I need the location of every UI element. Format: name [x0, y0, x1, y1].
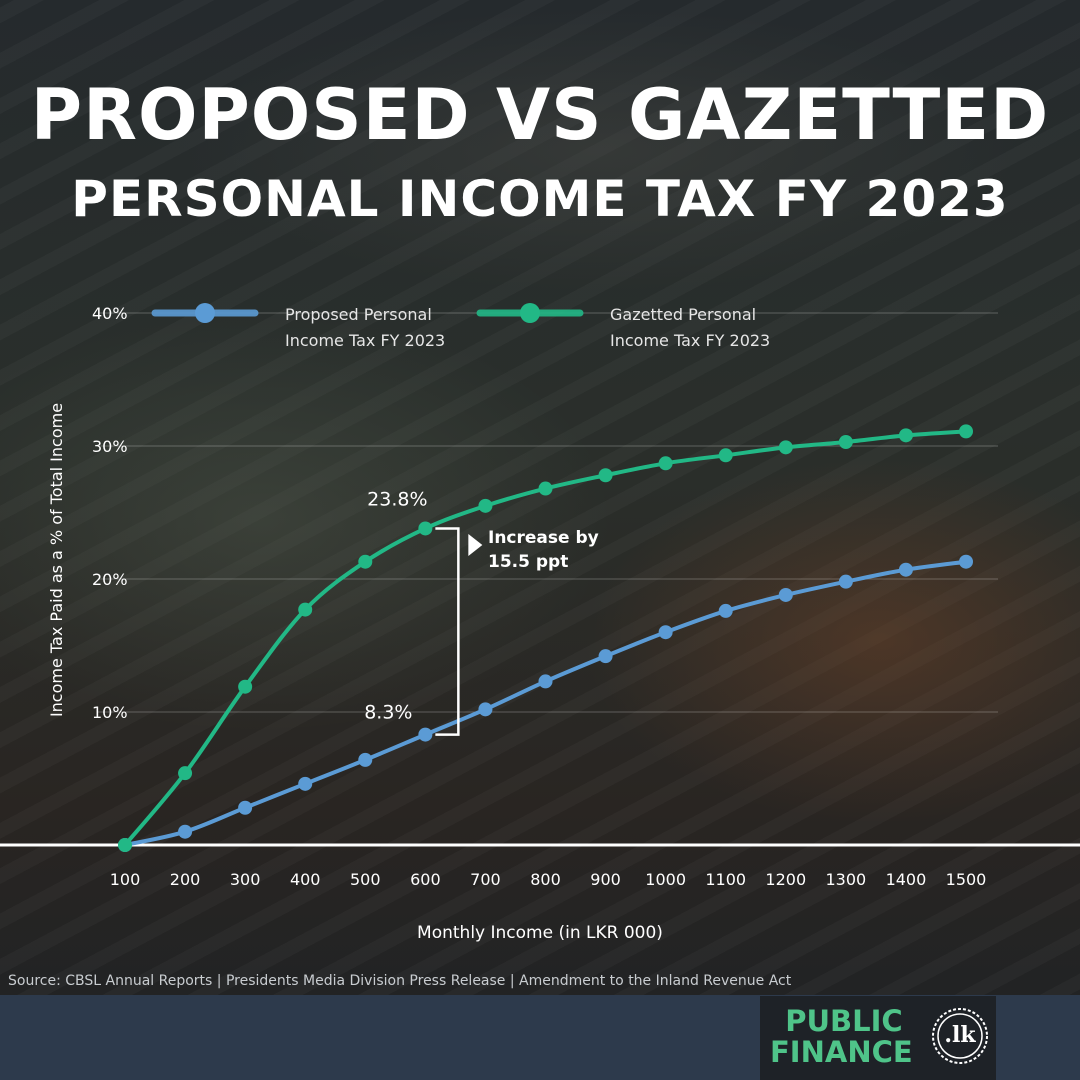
- x-tick-label: 1400: [886, 870, 927, 889]
- legend-label: Proposed Personal: [285, 305, 432, 324]
- legend-label: Income Tax FY 2023: [610, 331, 770, 350]
- data-point-proposed: [178, 824, 193, 839]
- public-finance-logo: PUBLIC FINANCE .lk: [760, 996, 996, 1080]
- series-line-proposed: [123, 559, 968, 847]
- data-point-proposed: [838, 574, 853, 589]
- data-point-gazetted: [298, 602, 313, 617]
- y-tick-label: 10%: [92, 703, 128, 722]
- legend-marker-gazetted: [520, 303, 540, 323]
- data-point-gazetted: [778, 440, 793, 455]
- x-tick-label: 900: [590, 870, 621, 889]
- logo-line-1: PUBLIC: [785, 1004, 903, 1038]
- x-tick-label: 100: [110, 870, 141, 889]
- logo-badge-icon: .lk: [930, 1006, 990, 1066]
- x-tick-label: 200: [170, 870, 201, 889]
- x-tick-label: 600: [410, 870, 441, 889]
- x-tick-label: 1500: [946, 870, 987, 889]
- annotation-bracket: [435, 527, 460, 736]
- data-point-proposed: [718, 603, 733, 618]
- annotation-high-label: 23.8%: [367, 488, 427, 510]
- y-tick-label: 20%: [92, 570, 128, 589]
- x-tick-label: 1000: [645, 870, 686, 889]
- title-line-1: PROPOSED VS GAZETTED: [30, 74, 1050, 156]
- data-point-proposed: [538, 674, 553, 689]
- y-tick-label: 40%: [92, 304, 128, 323]
- source-note: Source: CBSL Annual Reports | Presidents…: [8, 973, 792, 989]
- data-point-proposed: [418, 727, 433, 742]
- data-point-proposed: [898, 562, 913, 577]
- data-point-proposed: [238, 800, 253, 815]
- logo-line-2: FINANCE: [770, 1035, 913, 1069]
- data-point-gazetted: [358, 554, 373, 569]
- x-tick-label: 1100: [705, 870, 746, 889]
- data-point-gazetted: [178, 766, 193, 781]
- x-tick-label: 400: [290, 870, 321, 889]
- data-point-proposed: [358, 752, 373, 767]
- annotation-low-label: 8.3%: [364, 702, 412, 724]
- title-line-2: PERSONAL INCOME TAX FY 2023: [71, 170, 1009, 228]
- x-tick-label: 500: [350, 870, 381, 889]
- data-point-gazetted: [538, 481, 553, 496]
- data-point-gazetted: [478, 498, 493, 513]
- x-axis-title: Monthly Income (in LKR 000): [417, 923, 663, 943]
- data-point-gazetted: [418, 521, 433, 536]
- data-point-proposed: [658, 625, 673, 640]
- data-point-proposed: [778, 587, 793, 602]
- data-point-proposed: [959, 554, 973, 569]
- annotation-increase-line-2: 15.5 ppt: [488, 552, 568, 572]
- data-point-gazetted: [598, 468, 613, 483]
- y-axis-title: Income Tax Paid as a % of Total Income: [47, 403, 66, 717]
- data-point-gazetted: [838, 435, 853, 450]
- legend-label: Gazetted Personal: [610, 305, 756, 324]
- logo-badge-text: .lk: [944, 1022, 976, 1048]
- x-tick-label: 1300: [825, 870, 866, 889]
- data-point-gazetted: [238, 679, 253, 694]
- annotation-increase-line-1: Increase by: [488, 528, 599, 548]
- data-point-proposed: [298, 776, 313, 791]
- data-point-proposed: [478, 702, 493, 717]
- y-tick-label: 30%: [92, 437, 128, 456]
- x-tick-label: 1200: [765, 870, 806, 889]
- legend-marker-proposed: [195, 303, 215, 323]
- x-tick-label: 700: [470, 870, 501, 889]
- data-point-gazetted: [658, 456, 673, 471]
- legend-label: Income Tax FY 2023: [285, 331, 445, 350]
- data-point-proposed: [598, 649, 613, 664]
- annotation-arrow-icon: [468, 534, 483, 556]
- data-point-gazetted: [898, 428, 913, 443]
- data-point-gazetted: [718, 448, 733, 463]
- x-tick-label: 800: [530, 870, 561, 889]
- data-point-gazetted: [118, 838, 132, 852]
- data-point-gazetted: [959, 424, 973, 439]
- x-tick-label: 300: [230, 870, 261, 889]
- logo-wordmark: PUBLIC FINANCE: [770, 1006, 913, 1068]
